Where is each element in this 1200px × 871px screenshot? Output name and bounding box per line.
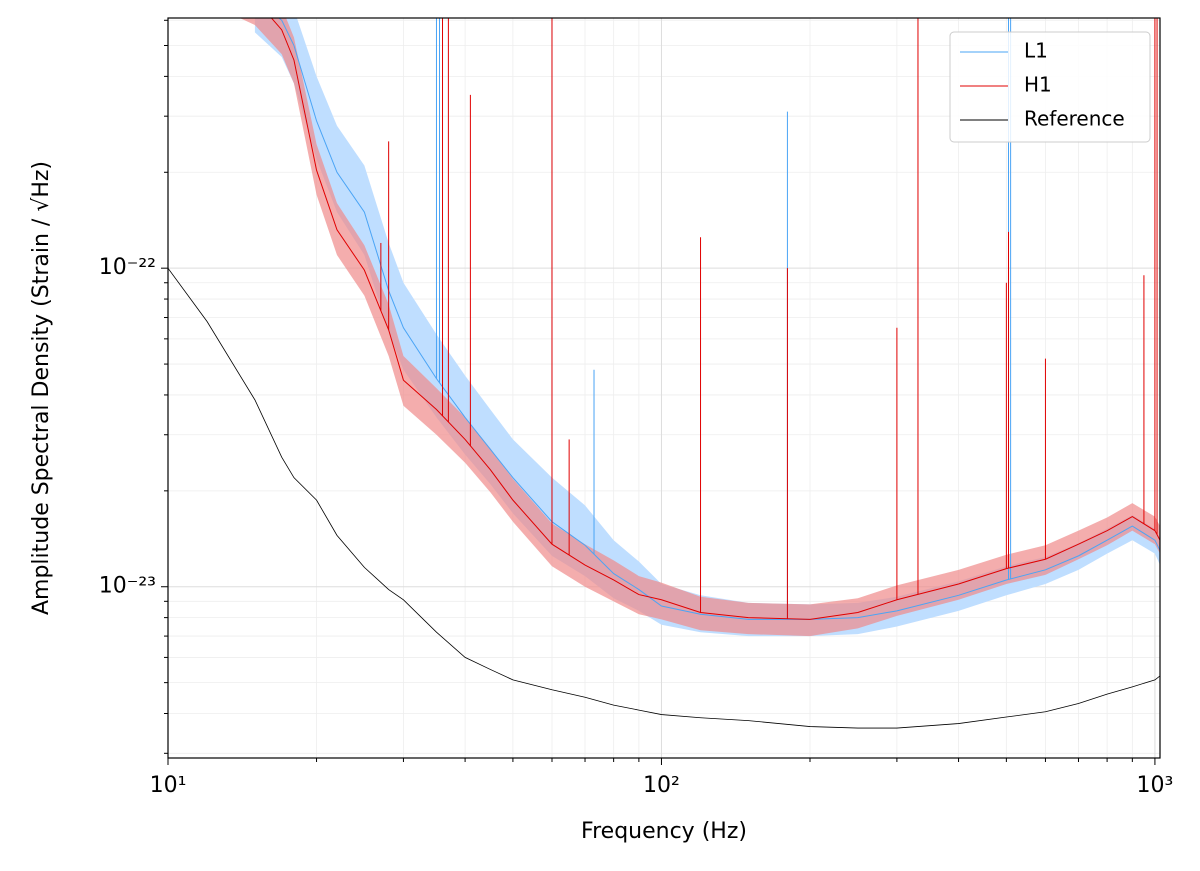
legend-label: Reference [1024,107,1125,131]
x-tick-label: 10¹ [150,773,187,798]
axes: 10¹ 10² 10³ 10⁻²³ 10⁻²² [99,19,1174,798]
x-tick-label: 10² [643,773,680,798]
plot-area [168,18,1160,729]
y-tick-label: 10⁻²³ [99,574,156,599]
series-line [168,267,1160,729]
y-tick-label: 10⁻²² [99,255,156,280]
legend-label: H1 [1024,73,1052,97]
x-tick-label: 10³ [1137,773,1174,798]
series-line [270,18,1160,620]
series-line [278,18,1160,620]
y-axis-label: Amplitude Spectral Density (Strain / √Hz… [29,161,54,615]
legend: L1 H1 Reference [949,31,1151,143]
legend-label: L1 [1024,39,1048,63]
legend-box [949,31,1151,143]
plot-frame [167,17,1161,759]
x-axis-label: Frequency (Hz) [581,819,747,844]
